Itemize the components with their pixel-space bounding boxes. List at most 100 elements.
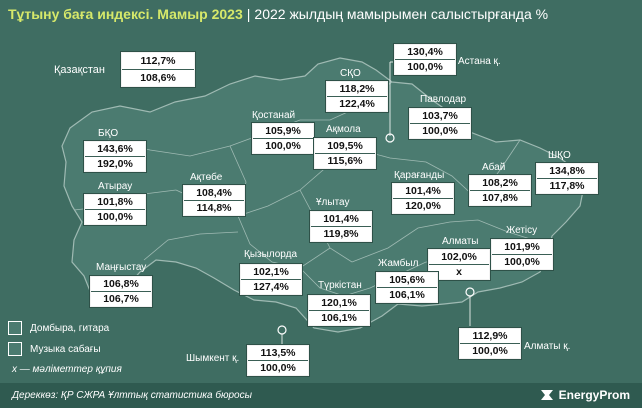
guitar-value: 118,2% [327,82,387,97]
title-main: Тұтыну баға индексі. Мамыр 2023 [8,6,243,22]
value-box-pavlodar: 103,7% 100,0% [409,108,471,139]
label-zhambyl: Жамбыл [378,258,419,269]
label-shymkent: Шымкент қ. [186,353,240,364]
music-lesson-value: 119,8% [323,228,359,240]
label-aktobe: Ақтөбе [190,172,223,183]
label-vko: ШҚО [548,150,571,161]
value-box-ulytau: 101,4% 119,8% [310,211,372,242]
label-atyrau: Атырау [98,181,133,192]
legend-label: Музыка сабағы [30,343,101,355]
legend-label: Домбыра, гитара [30,322,110,334]
guitar-value: 101,9% [492,240,552,255]
music-lesson-value: 100,0% [260,362,296,374]
guitar-value: 143,6% [85,142,145,157]
brand: EnergyProm [539,388,630,402]
guitar-value: 113,5% [248,346,308,361]
guitar-value: 120,1% [309,296,369,311]
brand-name: EnergyProm [558,388,630,402]
music-lesson-value: 100,0% [407,61,443,73]
music-lesson-value: 100,0% [504,256,540,268]
value-box-shymkent: 113,5% 100,0% [247,345,309,376]
label-almaty-city: Алматы қ. [524,341,571,352]
value-box-abai: 108,2% 107,8% [469,175,531,206]
music-lesson-value: 106,7% [103,293,139,305]
energyprom-logo-icon [540,390,553,400]
value-box-aktobe: 108,4% 114,8% [183,185,245,216]
guitar-value: 102,0% [429,250,489,265]
label-pavlodar: Павлодар [420,94,467,105]
music-lesson-value: 122,4% [339,98,375,110]
value-box-karaganda: 101,4% 120,0% [392,183,454,214]
title-separator: | [246,6,251,22]
guitar-value: 102,1% [241,265,301,280]
value-box-astana: 130,4% 100,0% [394,44,456,75]
guitar-value: 103,7% [410,109,470,124]
guitar-value: 112,7% [122,53,194,70]
legend-music-lesson: Музыка сабағы [8,342,101,356]
label-karaganda: Қарағанды [394,170,445,181]
music-lesson-value: 100,0% [265,140,301,152]
guitar-value: 130,4% [395,45,455,60]
title-subtitle: 2022 жылдың мамырымен салыстырғанда % [254,6,549,22]
value-box-zhambyl: 105,6% 106,1% [376,272,438,303]
legend-guitar: Домбыра, гитара [8,321,109,335]
value-box-bko: 143,6% 192,0% [84,141,146,172]
music-lesson-value: x [456,266,462,278]
label-ulytau: Ұлытау [316,197,350,208]
music-lesson-value: 192,0% [97,158,133,170]
value-box-sko: 118,2% 122,4% [326,81,388,112]
footer: Дереккөз: ҚР СЖРА Ұлттық статистика бюро… [0,383,642,408]
value-box-almaty-region: 102,0% x [428,249,490,280]
label-mangystau: Маңғыстау [96,262,147,273]
music-lesson-value: 100,0% [472,345,508,357]
music-lesson-value: 108,6% [140,72,176,84]
legend-swatch [8,342,22,356]
label-kyzylorda: Қызылорда [244,249,298,260]
guitar-value: 101,8% [85,195,145,210]
label-turkestan: Түркістан [318,280,362,291]
value-box-turkestan: 120,1% 106,1% [308,295,370,326]
guitar-value: 112,9% [460,329,520,344]
guitar-value: 109,5% [315,139,375,154]
guitar-value: 101,4% [393,184,453,199]
value-box-almaty-city: 112,9% 100,0% [459,328,521,359]
label-kostanay: Қостанай [252,110,296,121]
music-lesson-value: 106,1% [389,289,425,301]
guitar-value: 105,6% [377,273,437,288]
music-lesson-value: 100,0% [422,125,458,137]
guitar-value: 101,4% [311,212,371,227]
music-lesson-value: 100,0% [97,211,133,223]
music-lesson-value: 120,0% [405,200,441,212]
music-lesson-value: 115,6% [327,155,363,167]
astana-marker [385,133,395,143]
chart-title: Тұтыну баға индексі. Мамыр 2023 | 2022 жыл… [8,6,548,22]
music-lesson-value: 114,8% [196,202,232,214]
music-lesson-value: 117,8% [549,180,585,192]
music-lesson-value: 106,1% [321,312,357,324]
music-lesson-value: 127,4% [253,281,289,293]
label-akmola: Ақмола [326,124,361,135]
label-kazakhstan: Қазақстан [54,64,105,76]
source-text: Дереккөз: ҚР СЖРА Ұлттық статистика бюро… [12,390,252,401]
label-astana: Астана қ. [458,56,501,67]
value-box-kazakhstan: 112,7% 108,6% [121,52,195,87]
value-box-akmola: 109,5% 115,6% [314,138,376,169]
guitar-value: 105,9% [253,124,313,139]
label-bko: БҚО [98,128,119,139]
legend-swatch [8,321,22,335]
value-box-kyzylorda: 102,1% 127,4% [240,264,302,295]
label-sko: СҚО [340,68,361,79]
value-box-mangystau: 106,8% 106,7% [90,276,152,307]
footnote: х — мәліметтер құпия [12,364,122,375]
music-lesson-value: 107,8% [482,192,518,204]
value-box-kostanay: 105,9% 100,0% [252,123,314,154]
guitar-value: 106,8% [91,277,151,292]
guitar-value: 108,2% [470,176,530,191]
almaty-city-marker [465,287,475,297]
label-almaty-region: Алматы [442,236,479,247]
shymkent-marker [277,325,287,335]
label-zhetysu: Жетісу [506,225,538,236]
value-box-vko: 134,8% 117,8% [536,163,598,194]
label-abai: Абай [482,162,506,173]
guitar-value: 108,4% [184,186,244,201]
